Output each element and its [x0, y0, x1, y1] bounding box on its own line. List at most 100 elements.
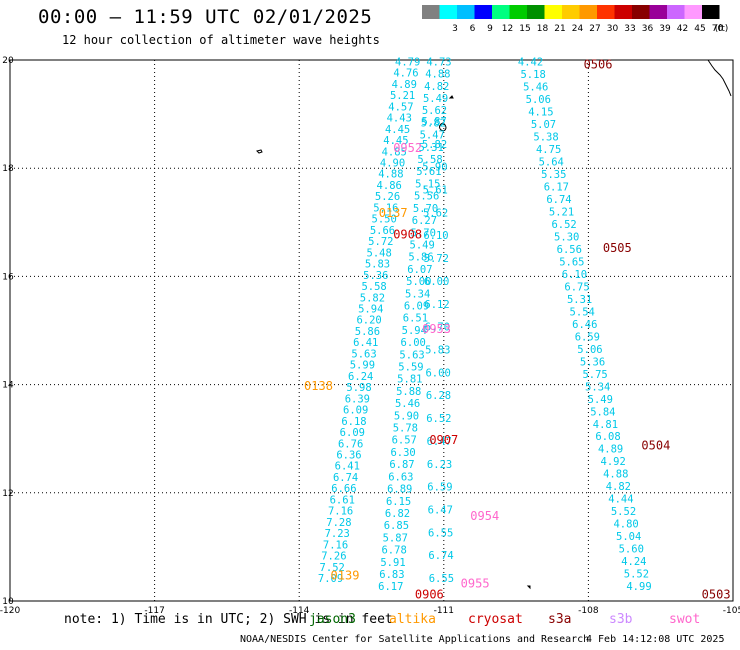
- wave-height-value: 5.59: [398, 362, 423, 374]
- wave-height-value: 6.08: [595, 431, 620, 443]
- wave-height-value: 6.41: [353, 337, 378, 349]
- wave-height-value: 5.16: [373, 202, 398, 214]
- wave-height-value: 6.39: [345, 393, 370, 405]
- wave-height-value: 5.47: [420, 130, 445, 142]
- coastline-island-4: [526, 585, 531, 590]
- wave-height-value: 6.18: [341, 416, 366, 428]
- wave-height-value: 6.78: [381, 545, 406, 557]
- wave-height-value: 5.21: [549, 206, 574, 218]
- wave-height-value: 4.73: [426, 56, 451, 68]
- wave-height-value: 4.42: [518, 56, 543, 68]
- wave-height-value: 6.87: [389, 459, 414, 471]
- wave-height-value: 5.62: [422, 105, 447, 117]
- legend-tick-label: 18: [537, 24, 549, 34]
- wave-height-value: 6.63: [388, 471, 413, 483]
- legend-tick-label: 33: [624, 24, 635, 34]
- wave-height-value: 6.17: [544, 181, 569, 193]
- wave-height-value: 6.56: [557, 244, 582, 256]
- wave-height-value: 5.15: [415, 178, 440, 190]
- coastline-island-1: [256, 149, 263, 154]
- wave-height-value: 4.92: [601, 456, 626, 468]
- wave-height-value: 6.23: [427, 459, 452, 471]
- pass-time-label: 0954: [470, 509, 499, 523]
- wave-height-value: 5.06: [526, 94, 551, 106]
- wave-height-value: 4.24: [621, 556, 646, 568]
- wave-height-value: 6.07: [407, 264, 432, 276]
- legend-tick-label: 12: [502, 24, 513, 34]
- wave-height-value: 4.57: [388, 101, 413, 113]
- lat-tick-label: 20: [2, 56, 14, 66]
- map-subtitle: 12 hour collection of altimeter wave hei…: [62, 33, 380, 47]
- wave-height-value: 5.06: [577, 344, 602, 356]
- mission-label-s3a: s3a: [548, 612, 572, 627]
- wave-height-value: 6.10: [562, 269, 587, 281]
- wave-height-value: 5.52: [624, 569, 649, 581]
- wave-height-value: 5.56: [414, 191, 439, 203]
- legend-swatch: [632, 5, 650, 19]
- wave-height-value: 7.26: [321, 551, 346, 563]
- wave-height-value: 6.74: [546, 194, 571, 206]
- wave-height-value: 5.66: [370, 225, 395, 237]
- wave-height-value: 4.79: [395, 56, 420, 68]
- wave-height-value: 6.24: [348, 371, 373, 383]
- lat-tick-label: 16: [2, 272, 14, 282]
- legend-swatch: [544, 5, 562, 19]
- wave-height-value: 5.83: [365, 259, 390, 271]
- wave-height-value: 6.83: [379, 569, 404, 581]
- wave-height-value: 5.70: [411, 227, 436, 239]
- wave-height-value: 5.49: [423, 93, 448, 105]
- wave-height-value: 4.76: [393, 68, 418, 80]
- wave-height-value: 5.88: [396, 386, 421, 398]
- pass-time-label: 0505: [603, 241, 632, 255]
- wave-height-value: 7.09: [318, 573, 343, 585]
- lon-tick-label: -108: [578, 606, 599, 616]
- wave-height-value: 5.46: [395, 398, 420, 410]
- wave-height-value: 5.54: [570, 306, 595, 318]
- wave-height-value: 6.70: [425, 322, 450, 334]
- wave-height-value: 5.61: [423, 184, 448, 196]
- mission-label-cryosat: cryosat: [468, 612, 523, 627]
- pass-time-label: 0138: [304, 379, 333, 393]
- footer-timestamp: 4 Feb 14:12:08 UTC 2025: [586, 634, 725, 645]
- legend-tick-label: 27: [589, 24, 600, 34]
- wave-height-value: 4.88: [603, 469, 628, 481]
- wave-height-value: 5.26: [375, 191, 400, 203]
- wave-height-value: 6.61: [330, 494, 355, 506]
- legend-tick-label: 39: [659, 24, 671, 34]
- legend-unit: (ft): [715, 24, 729, 34]
- coastline: [256, 59, 732, 590]
- wave-height-value: 6.12: [424, 299, 449, 311]
- wave-track-track-c: 5.875.825.905.615.626.105.726.006.126.70…: [422, 116, 455, 585]
- wave-height-value: 5.50: [372, 214, 397, 226]
- wave-height-value: 4.90: [380, 157, 405, 169]
- wave-height-value: 5.63: [351, 348, 376, 360]
- mission-label-jason3: jason3: [309, 612, 356, 627]
- wave-height-value: 6.46: [572, 319, 597, 331]
- lat-tick-label: 10: [2, 597, 14, 607]
- lon-tick-label: -117: [144, 606, 164, 616]
- wave-height-value: 5.61: [416, 166, 441, 178]
- wave-height-value: 5.35: [541, 169, 566, 181]
- wave-height-value: 4.82: [606, 481, 631, 493]
- wave-height-value: 6.55: [428, 527, 453, 539]
- wave-height-value: 5.86: [408, 252, 433, 264]
- wave-height-value: 5.18: [520, 69, 545, 81]
- wave-height-value: 6.52: [426, 413, 451, 425]
- wave-height-value: 5.86: [355, 326, 380, 338]
- pass-time-label: 0137: [379, 206, 408, 220]
- wave-height-value: 4.44: [608, 494, 633, 506]
- wave-height-value: 5.31: [567, 294, 592, 306]
- pass-time-label: 0955: [461, 576, 490, 590]
- wave-height-value: 6.09: [404, 300, 429, 312]
- wave-height-value: 7.23: [325, 528, 350, 540]
- legend-tick-label: 42: [677, 24, 688, 34]
- mission-label-altika: altika: [389, 612, 436, 627]
- wave-height-value: 5.91: [380, 557, 405, 569]
- wave-height-value: 5.78: [393, 423, 418, 435]
- legend-swatch: [667, 5, 685, 19]
- wave-track-track-b: 4.734.884.825.495.625.825.475.315.585.61…: [378, 56, 451, 593]
- legend-swatch: [474, 5, 492, 19]
- wave-height-value: 5.49: [588, 394, 613, 406]
- pass-time-label: 0908: [393, 228, 422, 242]
